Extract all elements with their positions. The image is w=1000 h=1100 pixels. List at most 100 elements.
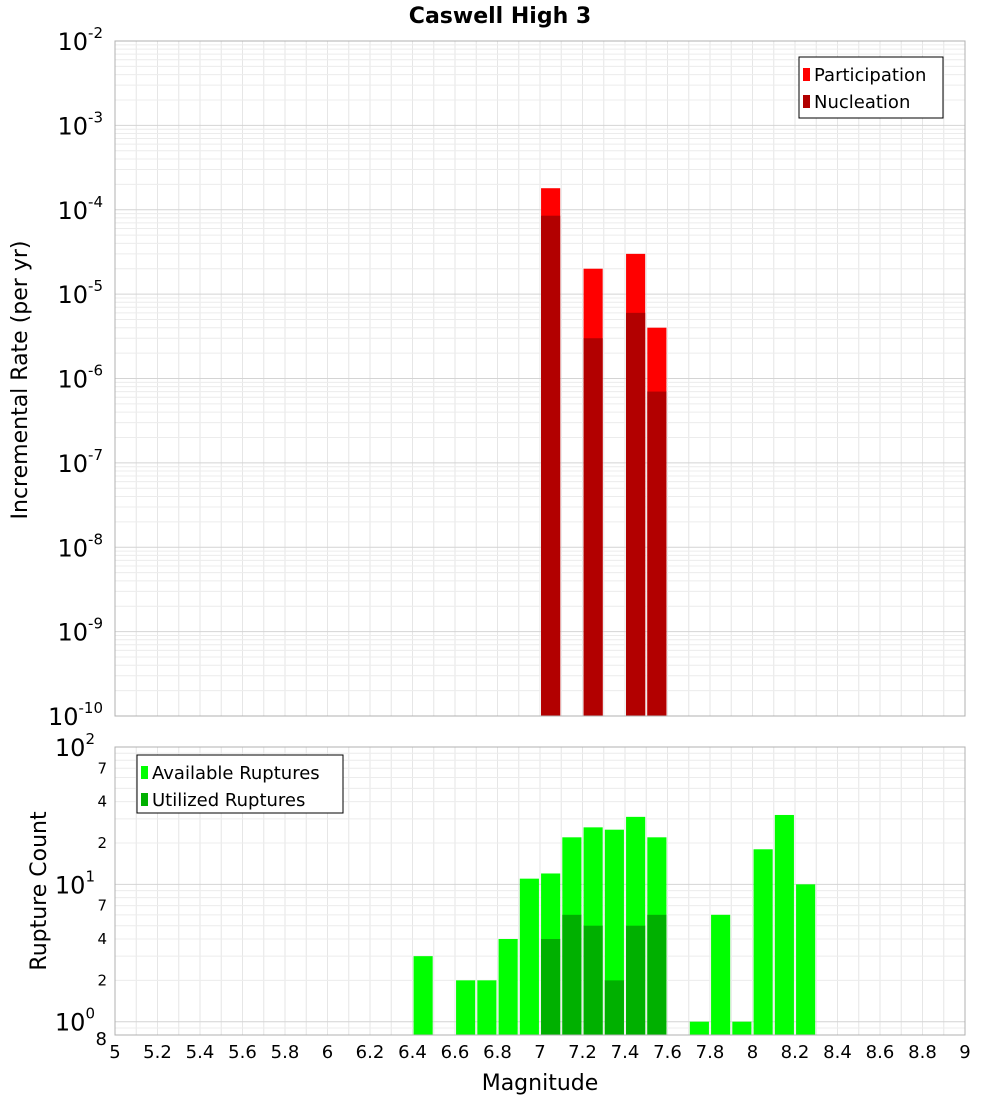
count-legend-label: Available Ruptures <box>152 763 320 784</box>
rate-legend-box <box>798 56 944 119</box>
nucleation-bar <box>583 338 603 716</box>
count-legend-label: Utilized Ruptures <box>152 790 305 811</box>
rate-y-tick-base: 10 <box>57 619 88 647</box>
count-legend-swatch <box>141 793 148 806</box>
x-tick-label: 7 <box>534 1042 545 1063</box>
rate-y-tick-label: 10-8 <box>57 530 103 562</box>
utilized-ruptures-bar <box>583 925 603 1035</box>
x-tick-label: 5.4 <box>186 1042 215 1063</box>
rate-legend-swatch <box>803 95 810 108</box>
x-tick-label: 5.6 <box>228 1042 257 1063</box>
rate-y-tick-label: 10-6 <box>57 362 103 394</box>
available-ruptures-bar <box>413 956 433 1035</box>
x-axis-label: Magnitude <box>482 1071 599 1096</box>
count-y-tick-exponent: 1 <box>85 867 95 885</box>
x-tick-label: 8.2 <box>781 1042 810 1063</box>
x-tick-label: 5 <box>109 1042 120 1063</box>
rate-y-tick-base: 10 <box>57 112 88 140</box>
x-tick-label: 5.2 <box>143 1042 172 1063</box>
count-y-axis-label: Rupture Count <box>27 811 52 971</box>
count-y-tick-label: 102 <box>55 730 95 762</box>
count-legend-swatch <box>141 766 148 779</box>
available-ruptures-bar <box>498 939 518 1035</box>
rate-y-tick-exponent: -6 <box>88 362 103 380</box>
rate-y-tick-base: 10 <box>57 366 88 394</box>
count-legend-box <box>136 754 344 814</box>
count-y-tick-label: 4 <box>97 930 107 948</box>
rate-y-tick-exponent: -7 <box>88 446 103 464</box>
rate-y-tick-label: 10-7 <box>57 446 103 478</box>
rate-y-tick-exponent: -2 <box>88 24 103 42</box>
x-tick-label: 8.8 <box>908 1042 937 1063</box>
rate-y-tick-base: 10 <box>57 197 88 225</box>
rate-y-tick-base: 10 <box>57 450 88 478</box>
rate-y-tick-base: 10 <box>48 703 79 731</box>
rate-y-tick-exponent: -9 <box>88 615 103 633</box>
available-ruptures-bar <box>477 980 497 1035</box>
rate-y-tick-label: 10-4 <box>57 193 103 225</box>
rate-y-tick-exponent: -3 <box>88 108 103 126</box>
rate-y-tick-base: 10 <box>57 281 88 309</box>
count-y-tick-label: 101 <box>55 867 95 899</box>
count-y-tick-base: 10 <box>55 1009 86 1037</box>
nucleation-bar <box>647 391 667 716</box>
utilized-ruptures-bar <box>541 939 561 1035</box>
rate-y-tick-label: 10-10 <box>48 699 103 731</box>
rate-y-tick-label: 10-3 <box>57 108 103 140</box>
available-ruptures-bar <box>732 1021 752 1035</box>
chart-title: Caswell High 3 <box>409 4 591 29</box>
available-ruptures-bar <box>456 980 476 1035</box>
x-tick-label: 7.8 <box>696 1042 725 1063</box>
available-ruptures-bar <box>519 878 539 1035</box>
available-ruptures-bar <box>689 1021 709 1035</box>
rate-y-tick-label: 10-2 <box>57 24 103 56</box>
available-ruptures-bar <box>711 914 731 1035</box>
x-tick-label: 9 <box>959 1042 970 1063</box>
rate-y-tick-exponent: -4 <box>88 193 103 211</box>
x-tick-label: 6.2 <box>356 1042 385 1063</box>
x-tick-label: 8.6 <box>866 1042 895 1063</box>
available-ruptures-bar <box>796 884 816 1035</box>
count-y-tick-label: 7 <box>97 759 107 777</box>
rate-y-tick-base: 10 <box>57 534 88 562</box>
x-tick-label: 7.6 <box>653 1042 682 1063</box>
count-y-tick-label: 8 <box>96 1029 107 1050</box>
nucleation-bar <box>541 215 561 717</box>
utilized-ruptures-bar <box>626 925 646 1035</box>
available-ruptures-bar <box>753 849 773 1035</box>
utilized-ruptures-bar <box>604 980 624 1035</box>
count-y-tick-base: 10 <box>55 734 86 762</box>
rate-y-tick-label: 10-5 <box>57 277 103 309</box>
rate-y-tick-exponent: -8 <box>88 530 103 548</box>
rate-y-tick-exponent: -10 <box>79 699 104 717</box>
rate-y-tick-base: 10 <box>57 28 88 56</box>
x-tick-label: 6.4 <box>398 1042 427 1063</box>
count-y-tick-exponent: 2 <box>85 730 95 748</box>
utilized-ruptures-bar <box>562 914 582 1035</box>
rate-legend-swatch <box>803 68 810 81</box>
x-tick-label: 7.2 <box>568 1042 597 1063</box>
nucleation-bar <box>626 312 646 716</box>
x-tick-label: 6 <box>322 1042 333 1063</box>
count-y-tick-label: 100 <box>55 1005 95 1037</box>
utilized-ruptures-bar <box>647 914 667 1035</box>
x-tick-label: 7.4 <box>611 1042 640 1063</box>
x-tick-label: 8 <box>747 1042 758 1063</box>
rate-y-axis-label: Incremental Rate (per yr) <box>8 241 33 520</box>
count-y-tick-label: 2 <box>97 834 107 852</box>
rate-plot-border <box>114 40 966 717</box>
count-y-tick-label: 7 <box>97 897 107 915</box>
x-tick-label: 6.6 <box>441 1042 470 1063</box>
count-y-tick-exponent: 0 <box>85 1005 95 1023</box>
count-y-tick-label: 2 <box>97 971 107 989</box>
count-plot-border <box>114 746 966 1036</box>
count-y-tick-base: 10 <box>55 871 86 899</box>
available-ruptures-bar <box>774 814 794 1035</box>
rate-legend-label: Nucleation <box>814 92 910 113</box>
count-y-tick-label: 4 <box>97 793 107 811</box>
rate-y-tick-exponent: -5 <box>88 277 103 295</box>
rate-legend-label: Participation <box>814 65 926 86</box>
rate-y-tick-label: 10-9 <box>57 615 103 647</box>
x-tick-label: 8.4 <box>823 1042 852 1063</box>
